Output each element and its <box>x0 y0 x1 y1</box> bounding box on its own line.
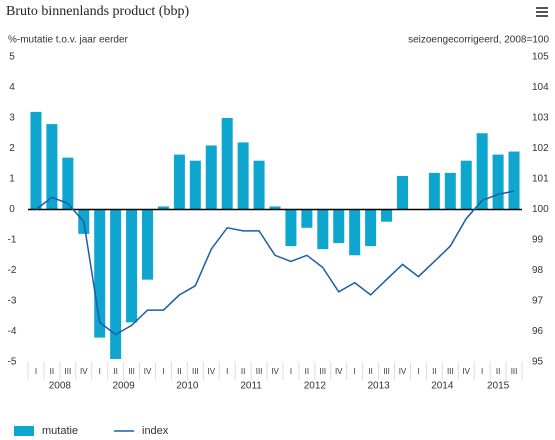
x-tick-label: I <box>35 367 37 376</box>
bar <box>62 157 74 210</box>
y-tick-label: 0 <box>9 204 15 215</box>
x-tick-label: III <box>383 367 390 376</box>
y2-tick-label: 102 <box>532 143 549 154</box>
x-tick-label: II <box>496 367 500 376</box>
bar <box>110 209 122 359</box>
y-tick-label: 4 <box>9 82 15 93</box>
y-tick-label: -4 <box>8 326 17 337</box>
bar <box>142 209 154 280</box>
chart-title: Bruto binnenlands product (bbp) <box>6 4 189 19</box>
x-tick-label: III <box>128 367 135 376</box>
year-label: 2009 <box>112 381 135 392</box>
bar <box>333 209 345 244</box>
y-tick-label: -5 <box>8 357 17 368</box>
x-tick-label: III <box>511 367 518 376</box>
y2-tick-label: 100 <box>532 204 549 215</box>
x-tick-label: I <box>162 367 164 376</box>
bar <box>396 175 408 210</box>
bar <box>205 145 217 210</box>
y2-tick-label: 104 <box>532 82 549 93</box>
y2-tick-label: 97 <box>532 296 544 307</box>
x-tick-label: I <box>99 367 101 376</box>
year-label: 2008 <box>49 381 72 392</box>
y-axis-label: %-mutatie t.o.v. jaar eerder <box>8 35 129 46</box>
y-tick-label: 2 <box>9 143 15 154</box>
bar <box>349 209 361 256</box>
y-tick-label: -3 <box>8 296 17 307</box>
legend-label: mutatie <box>42 425 78 437</box>
x-tick-label: IV <box>271 367 279 376</box>
y-tick-label: 1 <box>9 174 15 185</box>
bar <box>189 160 201 210</box>
year-label: 2010 <box>176 381 199 392</box>
y2-tick-label: 101 <box>532 174 549 185</box>
y2-tick-label: 99 <box>532 235 544 246</box>
bar <box>269 206 281 210</box>
x-tick-label: I <box>354 367 356 376</box>
bar <box>237 142 249 210</box>
x-tick-label: II <box>432 367 436 376</box>
x-tick-label: II <box>113 367 117 376</box>
bar <box>428 172 440 210</box>
y2-tick-label: 98 <box>532 265 544 276</box>
x-tick-label: III <box>65 367 72 376</box>
x-tick-label: I <box>290 367 292 376</box>
bar <box>285 209 297 247</box>
year-label: 2013 <box>367 381 390 392</box>
x-tick-label: II <box>368 367 372 376</box>
legend-swatch <box>14 426 34 436</box>
x-tick-label: II <box>177 367 181 376</box>
x-tick-label: IV <box>335 367 343 376</box>
x-tick-label: IV <box>399 367 407 376</box>
bar <box>94 209 106 338</box>
bar <box>492 154 504 210</box>
y-tick-label: 5 <box>9 52 15 63</box>
y2-axis-label: seizoengecorrigeerd, 2008=100 <box>408 35 549 46</box>
bar <box>126 209 138 323</box>
y-tick-label: -1 <box>8 235 17 246</box>
bar <box>253 160 265 210</box>
bar <box>508 151 520 210</box>
index-line <box>35 190 515 336</box>
x-tick-label: IV <box>80 367 88 376</box>
bar <box>476 133 488 210</box>
y2-tick-label: 96 <box>532 326 544 337</box>
x-tick-label: III <box>319 367 326 376</box>
bar <box>30 111 42 210</box>
year-label: 2015 <box>487 381 510 392</box>
x-tick-label: III <box>447 367 454 376</box>
x-tick-label: III <box>256 367 263 376</box>
x-tick-label: IV <box>207 367 215 376</box>
bar <box>173 154 185 210</box>
bar <box>317 209 329 250</box>
legend-label: index <box>142 425 169 437</box>
y2-tick-label: 103 <box>532 113 549 124</box>
x-tick-label: II <box>241 367 245 376</box>
y2-tick-label: 105 <box>532 52 549 63</box>
y-tick-label: 3 <box>9 113 15 124</box>
y-tick-label: -2 <box>8 265 17 276</box>
year-label: 2014 <box>431 381 454 392</box>
bar <box>301 209 313 228</box>
x-tick-label: I <box>481 367 483 376</box>
x-tick-label: II <box>50 367 54 376</box>
x-tick-label: IV <box>462 367 470 376</box>
x-tick-label: II <box>305 367 309 376</box>
x-tick-label: I <box>226 367 228 376</box>
y2-tick-label: 95 <box>532 357 544 368</box>
bar <box>221 118 233 210</box>
x-tick-label: I <box>417 367 419 376</box>
x-tick-label: IV <box>144 367 152 376</box>
menu-icon[interactable] <box>536 7 548 17</box>
bar <box>381 209 393 222</box>
bar <box>365 209 377 247</box>
bar <box>46 124 58 210</box>
bar <box>444 172 456 210</box>
year-label: 2011 <box>240 381 262 392</box>
bar <box>157 206 169 210</box>
bar <box>460 160 472 210</box>
year-label: 2012 <box>304 381 327 392</box>
x-tick-label: III <box>192 367 199 376</box>
